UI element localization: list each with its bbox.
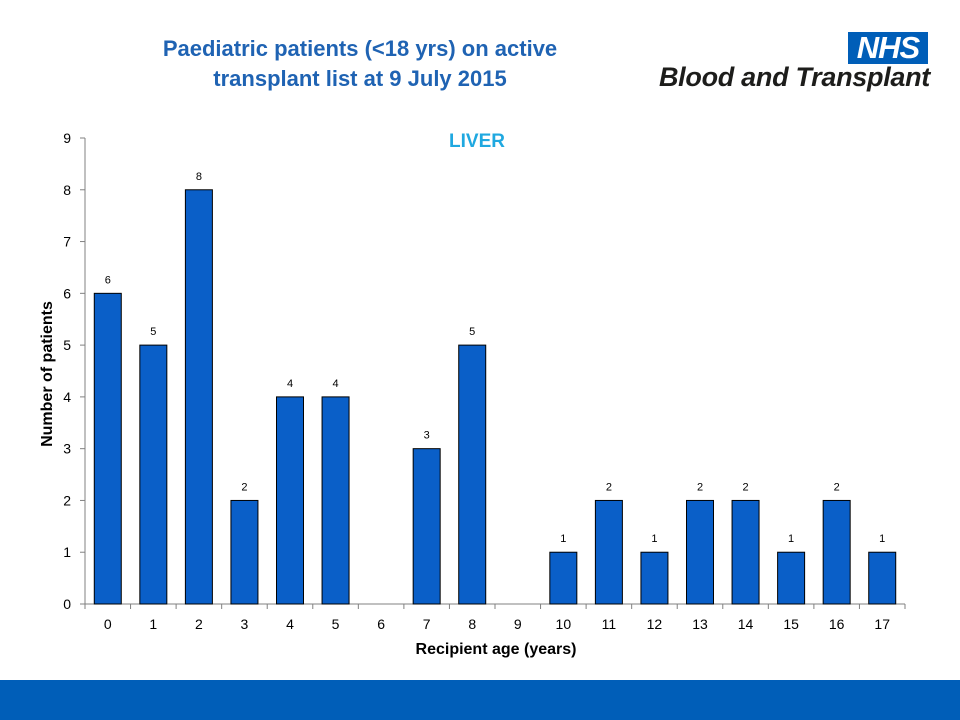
- data-label: 5: [150, 326, 156, 338]
- x-tick-label: 13: [692, 616, 708, 632]
- y-axis-label: Number of patients: [39, 301, 56, 447]
- data-label: 1: [651, 533, 657, 545]
- page-title-line-2: transplant list at 9 July 2015: [213, 66, 507, 91]
- x-tick-label: 2: [195, 616, 203, 632]
- bar: [549, 551, 578, 605]
- data-label: 4: [287, 378, 293, 390]
- y-tick-label: 8: [63, 182, 71, 198]
- x-tick-label: 4: [286, 616, 294, 632]
- data-label: 3: [424, 430, 430, 442]
- bar: [731, 499, 760, 605]
- org-name: Blood and Transplant: [658, 62, 930, 92]
- bar: [184, 189, 213, 605]
- x-tick-label: 9: [514, 616, 522, 632]
- bar: [412, 448, 441, 605]
- bar: [594, 499, 623, 605]
- x-tick-label: 10: [556, 616, 572, 632]
- y-tick-label: 4: [63, 389, 71, 405]
- y-tick-label: 9: [63, 130, 71, 146]
- page-title-line-1: Paediatric patients (<18 yrs) on active: [162, 36, 558, 61]
- x-tick-label: 14: [738, 616, 754, 632]
- chart-title: LIVER: [449, 131, 505, 152]
- bar: [321, 396, 350, 605]
- data-label: 1: [879, 533, 885, 545]
- nhs-logo-badge: NHS: [848, 32, 928, 64]
- x-tick-label: 6: [377, 616, 385, 632]
- bar: [93, 292, 122, 605]
- bar: [276, 396, 304, 605]
- x-tick-label: 0: [104, 616, 112, 632]
- footer-band: [0, 680, 960, 720]
- data-label: 8: [196, 171, 202, 183]
- x-tick-label: 15: [783, 616, 799, 632]
- bar: [777, 551, 806, 605]
- y-tick-label: 7: [63, 234, 71, 250]
- bar: [686, 499, 714, 605]
- bar: [230, 499, 259, 605]
- y-tick-label: 2: [63, 492, 71, 508]
- x-tick-label: 7: [423, 616, 431, 632]
- page-title: Paediatric patients (<18 yrs) on active …: [60, 34, 660, 94]
- x-tick-label: 11: [602, 616, 617, 632]
- x-tick-label: 3: [241, 616, 249, 632]
- x-tick-label: 1: [149, 616, 157, 632]
- bar: [640, 551, 669, 605]
- x-tick-label: 8: [468, 616, 476, 632]
- data-label: 2: [241, 481, 247, 493]
- bar: [139, 344, 168, 605]
- data-label: 2: [606, 481, 612, 493]
- data-label: 2: [742, 481, 748, 493]
- y-tick-label: 5: [63, 337, 71, 353]
- x-tick-label: 5: [332, 616, 340, 632]
- x-axis-label: Recipient age (years): [416, 641, 577, 658]
- bar: [822, 499, 851, 605]
- x-tick-label: 17: [874, 616, 890, 632]
- bar: [868, 551, 897, 605]
- bar: [458, 344, 487, 605]
- data-label: 2: [697, 481, 703, 493]
- data-label: 1: [788, 533, 794, 545]
- data-label: 1: [560, 533, 566, 545]
- data-label: 4: [332, 378, 338, 390]
- data-label: 6: [105, 274, 111, 286]
- y-tick-label: 0: [63, 596, 71, 612]
- y-tick-label: 6: [63, 285, 71, 301]
- y-tick-label: 1: [63, 544, 71, 560]
- bar-chart: LIVER Recipient age (years) Number of pa…: [39, 130, 906, 658]
- data-label: 5: [469, 326, 475, 338]
- data-label: 2: [834, 481, 840, 493]
- x-tick-label: 16: [829, 616, 845, 632]
- y-tick-label: 3: [63, 441, 71, 457]
- x-tick-label: 12: [647, 616, 663, 632]
